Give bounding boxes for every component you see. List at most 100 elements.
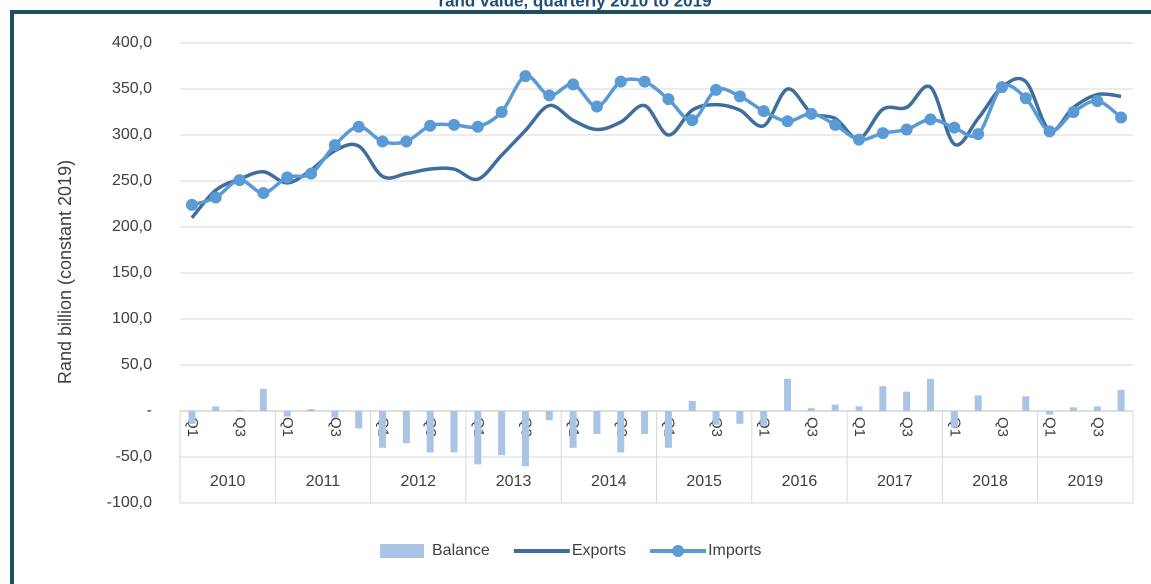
marker: [614, 75, 627, 88]
bar: [1022, 396, 1030, 411]
marker: [781, 115, 794, 128]
x-tick-label: Q1: [851, 417, 868, 437]
y-tick-label: 100,0: [112, 310, 152, 327]
y-tick-label: 350,0: [112, 80, 152, 97]
group-label: 2013: [496, 473, 532, 490]
marker: [233, 174, 246, 187]
bar: [426, 411, 434, 453]
marker: [948, 121, 961, 134]
marker: [710, 83, 723, 96]
y-tick-label: 400,0: [112, 34, 152, 51]
marker: [1091, 94, 1104, 107]
marker: [853, 133, 866, 146]
group-label: 2011: [306, 473, 341, 490]
x-tick-label: Q3: [803, 417, 820, 437]
bar: [1069, 407, 1077, 411]
marker: [757, 105, 770, 118]
x-tick-label: Q3: [994, 417, 1011, 437]
y-axis-label: Rand billion (constant 2019): [55, 160, 75, 384]
chart-title: rand value, quarterly 2010 to 2019: [438, 0, 711, 10]
marker: [519, 70, 532, 83]
bar: [1093, 406, 1101, 411]
x-tick-label: Q3: [232, 417, 249, 437]
line: [190, 76, 1122, 219]
marker: [900, 123, 913, 136]
x-tick-label: Q1: [279, 417, 296, 437]
marker: [876, 127, 889, 140]
bar: [521, 411, 529, 467]
marker: [1019, 92, 1032, 105]
marker: [1115, 111, 1128, 124]
bar: [259, 388, 267, 411]
bar: [807, 408, 815, 411]
marker: [829, 118, 842, 131]
marker: [805, 107, 818, 120]
bar: [688, 400, 696, 411]
bar: [664, 411, 672, 448]
y-tick-label: 300,0: [112, 126, 152, 143]
bar: [379, 411, 387, 448]
bar: [212, 406, 220, 411]
y-tick-label: -: [147, 402, 152, 419]
marker: [471, 120, 484, 133]
marker: [1043, 125, 1056, 138]
x-tick-label: Q1: [756, 417, 773, 437]
x-tick-label: Q3: [899, 417, 916, 437]
x-tick-label: Q3: [708, 417, 725, 437]
marker: [567, 78, 580, 91]
legend-label: Exports: [572, 542, 626, 559]
marker: [209, 191, 222, 204]
bar: [974, 395, 982, 411]
marker: [400, 135, 413, 148]
bar: [355, 411, 363, 429]
group-label: 2019: [1068, 473, 1104, 490]
bar: [784, 378, 792, 411]
y-tick-label: 200,0: [112, 218, 152, 235]
bar: [641, 411, 649, 434]
bar: [402, 411, 410, 444]
marker: [972, 128, 985, 141]
bar: [950, 411, 958, 428]
marker: [376, 135, 389, 148]
marker: [590, 100, 603, 113]
bar: [736, 411, 744, 424]
legend-marker: [672, 545, 685, 557]
bar: [188, 411, 196, 424]
group-label: 2015: [686, 473, 722, 490]
bar: [760, 411, 768, 426]
marker: [662, 93, 675, 106]
bar: [236, 410, 244, 411]
bar: [450, 411, 458, 453]
bar: [926, 378, 934, 411]
bar: [593, 411, 601, 434]
marker: [352, 120, 365, 133]
bar: [879, 386, 887, 411]
line: [191, 74, 1123, 207]
bar: [903, 391, 911, 411]
bar: [474, 411, 482, 465]
marker: [281, 171, 294, 184]
legend-label: Balance: [432, 542, 490, 559]
bar: [831, 404, 839, 411]
marker: [995, 81, 1008, 94]
marker: [447, 118, 460, 131]
bar: [617, 411, 625, 453]
bar: [1117, 389, 1125, 411]
bar: [545, 411, 553, 421]
y-tick-label: -100,0: [107, 494, 152, 511]
marker: [638, 75, 651, 88]
bar: [855, 406, 863, 411]
group-label: 2018: [972, 473, 1008, 490]
legend-label: Imports: [708, 542, 761, 559]
bar: [1046, 411, 1054, 415]
bar: [331, 411, 339, 418]
group-label: 2016: [782, 473, 818, 490]
marker: [185, 198, 198, 211]
x-tick-label: Q1: [1042, 417, 1059, 437]
marker: [424, 119, 437, 132]
marker: [733, 90, 746, 103]
marker: [257, 186, 270, 199]
y-tick-label: -50,0: [116, 448, 153, 465]
y-tick-label: 150,0: [112, 264, 152, 281]
